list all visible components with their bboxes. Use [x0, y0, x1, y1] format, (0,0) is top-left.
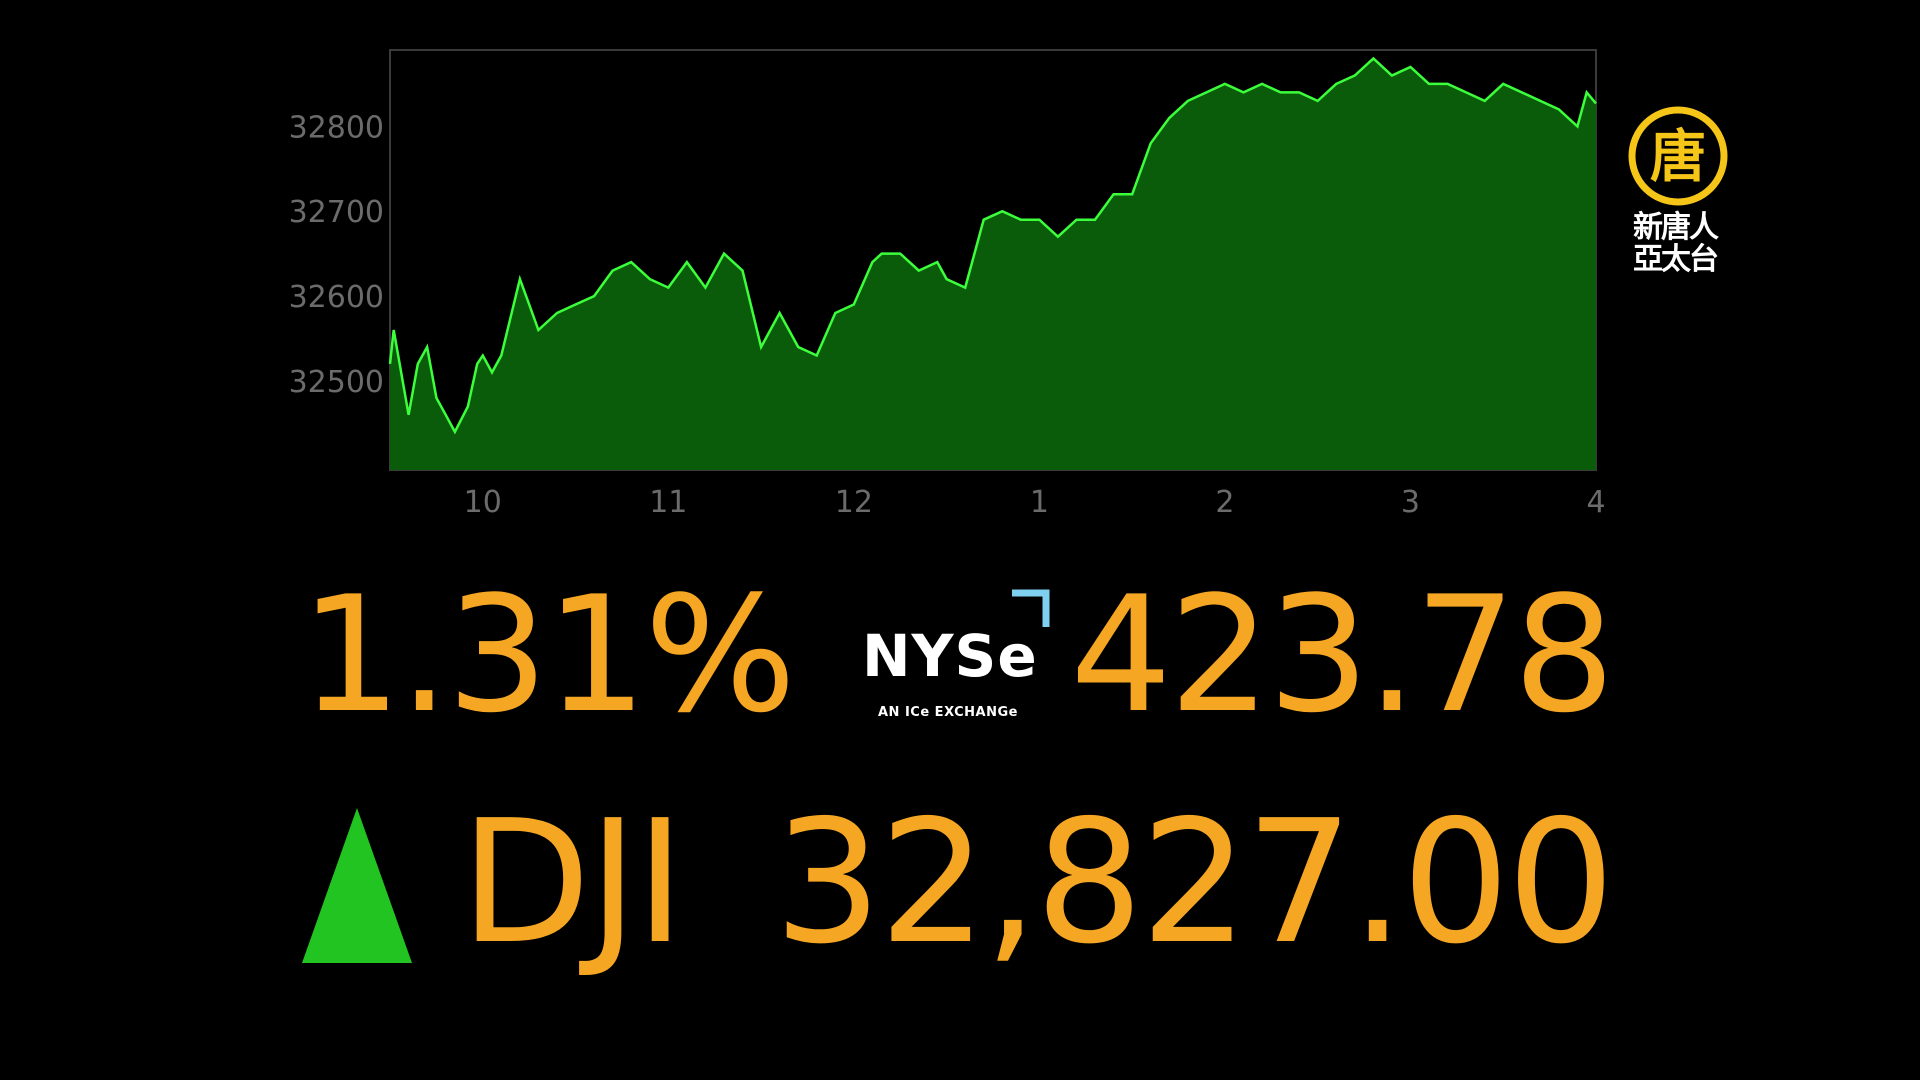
- percent-change: 1.31%: [300, 561, 796, 748]
- x-axis-ticks: 10 11 12 1 2 3 4: [464, 485, 1606, 520]
- x-tick-label: 4: [1586, 485, 1605, 520]
- x-tick-label: 3: [1401, 485, 1420, 520]
- y-tick-label: 32500: [289, 365, 384, 400]
- station-logo: 唐 新唐人 亞太台: [1610, 100, 1740, 280]
- station-seal-icon: 唐: [1628, 106, 1728, 206]
- index-level: 32,827.00: [773, 784, 1615, 982]
- points-change: 423.78: [1070, 561, 1615, 748]
- x-tick-label: 10: [464, 485, 502, 520]
- x-tick-label: 11: [649, 485, 687, 520]
- station-name-line2: 亞太台: [1633, 242, 1719, 277]
- station-name-line1: 新唐人: [1633, 210, 1719, 245]
- price-area: [390, 58, 1596, 470]
- index-ticker: DJI: [460, 784, 685, 982]
- nyse-logo: NYSe AN ICe EXCHANGe: [858, 585, 1058, 725]
- up-triangle-icon: [302, 808, 412, 963]
- nyse-wordmark: NYSe: [862, 622, 1038, 690]
- y-tick-label: 32600: [289, 280, 384, 315]
- nyse-corner-mark-icon: [1012, 589, 1050, 627]
- x-tick-label: 12: [835, 485, 873, 520]
- y-tick-label: 32700: [289, 195, 384, 230]
- y-axis-ticks: 32500 32600 32700 32800: [289, 110, 384, 400]
- price-line: [388, 56, 1597, 435]
- x-tick-label: 1: [1030, 485, 1049, 520]
- y-tick-label: 32800: [289, 110, 384, 145]
- nyse-tagline: AN ICe EXCHANGe: [878, 705, 1018, 720]
- seal-character: 唐: [1650, 125, 1706, 190]
- x-tick-label: 2: [1215, 485, 1234, 520]
